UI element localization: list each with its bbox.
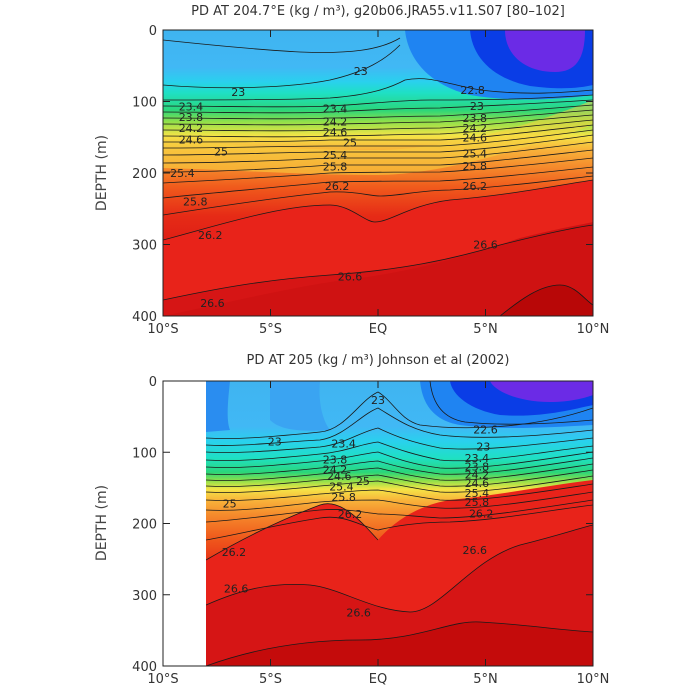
contour-label-top: 23	[354, 65, 368, 78]
x-tick-label-top: 10°N	[577, 322, 610, 337]
contour-label-top: 24.6	[179, 133, 204, 146]
contour-label-bottom: 26.6	[463, 544, 488, 557]
y-tick-label-bottom: 300	[132, 589, 157, 604]
contour-label-top: 24.2	[323, 116, 348, 129]
contour-label-top: 22.8	[460, 84, 485, 97]
contour-label-top: 25.8	[463, 160, 488, 173]
contour-label-top: 23.8	[463, 112, 488, 125]
x-tick-label-top: 5°N	[473, 322, 498, 337]
contour-label-bottom: 25	[356, 475, 370, 488]
panel-top: PD AT 204.7°E (kg / m³), g20b06.JRA55.v1…	[94, 4, 609, 337]
y-tick-label-top: 200	[132, 167, 157, 182]
contour-label-top: 23.4	[323, 103, 348, 116]
x-tick-label-bottom: 10°N	[577, 672, 610, 687]
contour-label-bottom: 24.2	[465, 468, 490, 481]
contour-label-bottom: 25.4	[329, 480, 354, 493]
contour-label-top: 25	[214, 146, 228, 159]
contour-label-bottom: 25.8	[465, 496, 490, 509]
y-tick-label-bottom: 200	[132, 518, 157, 533]
field-top-red4	[500, 285, 593, 316]
x-tick-label-bottom: 5°S	[259, 672, 282, 687]
contour-label-bottom: 23	[371, 394, 385, 407]
contours-top	[163, 37, 593, 316]
x-tick-label-bottom: 10°S	[147, 672, 178, 687]
field-top-purple	[505, 30, 585, 72]
panel-top-field	[163, 30, 593, 316]
contour-label-bottom: 23.4	[331, 438, 356, 451]
contour-label-bottom: 23.4	[465, 452, 490, 465]
x-tick-labels-bottom: 10°S 5°S EQ 5°N 10°N	[147, 672, 609, 687]
contour-label-bottom: 26.2	[338, 508, 363, 521]
contour-label-bottom: 26.2	[222, 546, 247, 559]
contour-label-bottom: 23.8	[323, 453, 348, 466]
contour-label-top: 25.4	[463, 148, 488, 161]
x-tick-label-top: EQ	[369, 322, 387, 337]
contour-label-top: 24.6	[323, 126, 348, 139]
y-tick-label-top: 400	[132, 310, 157, 325]
y-axis-label-bottom: DEPTH (m)	[94, 485, 110, 561]
contour-label-bottom: 23.8	[465, 461, 490, 474]
contours-bottom	[206, 381, 593, 666]
field-bottom-patch	[270, 381, 330, 431]
contour-label-top: 25.8	[183, 196, 208, 209]
panel-top-title: PD AT 204.7°E (kg / m³), g20b06.JRA55.v1…	[191, 4, 565, 19]
contour-label-top: 25.8	[323, 161, 348, 174]
ticks-top	[162, 30, 594, 316]
y-tick-label-top: 0	[149, 24, 157, 39]
contour-label-top: 23	[470, 100, 484, 113]
x-tick-label-bottom: EQ	[369, 672, 387, 687]
panel-bottom-title: PD AT 205 (kg / m³) Johnson et al (2002)	[247, 353, 510, 368]
y-axis-label-top: DEPTH (m)	[94, 135, 110, 211]
field-top-red3	[163, 222, 593, 316]
contour-label-top: 25.4	[323, 149, 348, 162]
contour-label-top: 24.2	[179, 122, 204, 135]
field-top-thermo	[163, 100, 593, 175]
y-tick-labels-bottom: 0 100 200 300 400	[132, 375, 157, 675]
x-tick-label-bottom: 5°N	[473, 672, 498, 687]
contour-label-bottom: 26.2	[469, 508, 494, 521]
contour-label-top: 24.2	[463, 122, 488, 135]
y-tick-label-bottom: 0	[149, 375, 157, 390]
contour-label-bottom: 23	[476, 441, 490, 454]
contour-label-bottom: 25.8	[331, 491, 356, 504]
y-tick-label-top: 100	[132, 96, 157, 111]
x-tick-label-top: 5°S	[259, 322, 282, 337]
contour-label-bottom: 26.6	[224, 582, 249, 595]
contour-label-bottom: 23	[268, 436, 282, 449]
panel-bottom: PD AT 205 (kg / m³) Johnson et al (2002)	[94, 353, 609, 687]
contour-label-top: 26.2	[463, 180, 488, 193]
contour-label-top: 26.6	[338, 271, 363, 284]
contour-label-top: 26.6	[473, 239, 498, 252]
contour-label-top: 26.6	[200, 297, 225, 310]
contour-label-top: 25.4	[170, 167, 195, 180]
field-bottom-red3	[206, 621, 593, 666]
y-tick-label-bottom: 100	[132, 446, 157, 461]
x-tick-label-top: 10°S	[147, 322, 178, 337]
contour-label-bottom: 24.6	[465, 477, 490, 490]
contour-label-top: 23.8	[179, 111, 204, 124]
panel-bottom-field	[206, 381, 593, 666]
field-bottom-purple	[490, 381, 593, 402]
contour-label-top: 25	[343, 136, 357, 149]
contour-label-bottom: 25.4	[465, 487, 490, 500]
y-tick-label-top: 300	[132, 239, 157, 254]
contour-label-top: 23	[231, 86, 245, 99]
field-bottom-west-blue	[206, 381, 230, 432]
y-tick-labels-top: 0 100 200 300 400	[132, 24, 157, 325]
y-tick-label-bottom: 400	[132, 660, 157, 675]
ticks-bottom	[162, 381, 594, 666]
contour-label-bottom: 25	[223, 498, 237, 511]
contour-label-bottom: 24.2	[323, 463, 348, 476]
x-tick-labels-top: 10°S 5°S EQ 5°N 10°N	[147, 322, 609, 337]
contour-label-top: 26.2	[325, 180, 350, 193]
contour-label-bottom: 26.6	[346, 607, 371, 620]
contour-label-top: 23.4	[179, 101, 204, 114]
contour-label-bottom: 24.6	[327, 470, 352, 483]
contour-labels-top: 232322.823.423.824.224.62525.425.826.226…	[170, 65, 498, 310]
contour-label-top: 24.6	[463, 131, 488, 144]
contour-label-top: 26.2	[198, 229, 223, 242]
contour-label-bottom: 22.6	[473, 423, 498, 436]
